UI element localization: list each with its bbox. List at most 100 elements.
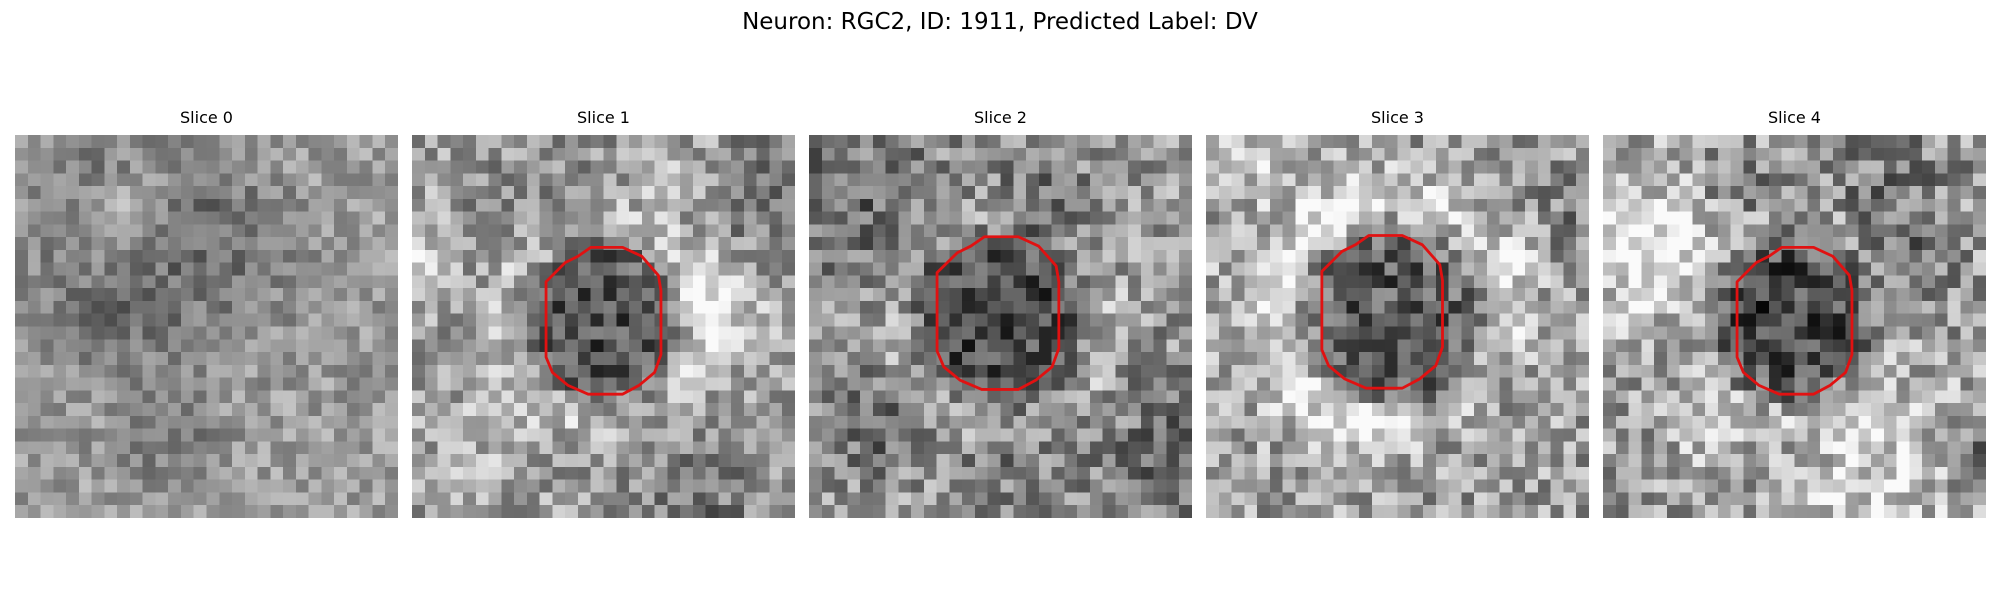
pixel <box>1397 339 1411 353</box>
pixel <box>1654 492 1668 506</box>
pixel <box>501 300 515 314</box>
pixel <box>295 390 309 404</box>
pixel <box>898 275 912 289</box>
pixel <box>809 454 823 468</box>
pixel <box>1423 339 1437 353</box>
pixel <box>1140 275 1154 289</box>
pixel <box>437 135 451 149</box>
pixel <box>424 160 438 174</box>
pixel <box>475 466 489 480</box>
pixel <box>437 186 451 200</box>
pixel <box>974 313 988 327</box>
pixel <box>577 275 591 289</box>
pixel <box>821 403 835 417</box>
pixel <box>577 237 591 251</box>
pixel <box>1537 326 1551 340</box>
pixel <box>1705 249 1719 263</box>
pixel <box>577 313 591 327</box>
pixel <box>1153 505 1167 518</box>
pixel <box>283 454 297 468</box>
pixel <box>27 249 41 263</box>
pixel <box>1153 326 1167 340</box>
pixel <box>1922 441 1936 455</box>
pixel <box>412 364 426 378</box>
pixel <box>1641 326 1655 340</box>
pixel <box>1000 135 1014 149</box>
pixel <box>475 441 489 455</box>
pixel <box>359 249 373 263</box>
pixel <box>1537 377 1551 391</box>
pixel <box>1231 428 1245 442</box>
pixel <box>654 479 668 493</box>
pixel <box>1038 339 1052 353</box>
pixel <box>692 326 706 340</box>
pixel <box>1435 492 1449 506</box>
pixel <box>898 147 912 161</box>
pixel <box>1166 492 1180 506</box>
pixel <box>359 364 373 378</box>
pixel <box>1705 390 1719 404</box>
pixel <box>346 466 360 480</box>
pixel <box>1692 441 1706 455</box>
pixel <box>488 135 502 149</box>
pixel <box>1320 326 1334 340</box>
pixel <box>193 403 207 417</box>
pixel <box>1947 275 1961 289</box>
pixel <box>1666 390 1680 404</box>
pixel <box>257 415 271 429</box>
pixel <box>1371 288 1385 302</box>
pixel <box>603 339 617 353</box>
pixel <box>603 415 617 429</box>
pixel <box>155 173 169 187</box>
pixel <box>1295 454 1309 468</box>
pixel <box>1346 313 1360 327</box>
pixel <box>949 326 963 340</box>
pixel <box>232 505 246 518</box>
pixel <box>731 339 745 353</box>
pixel <box>577 262 591 276</box>
pixel <box>437 466 451 480</box>
pixel <box>1628 262 1642 276</box>
pixel <box>1909 505 1923 518</box>
pixel <box>180 313 194 327</box>
pixel <box>1603 160 1617 174</box>
pixel <box>1013 186 1027 200</box>
pixel <box>1282 479 1296 493</box>
pixel <box>1576 505 1589 518</box>
pixel <box>129 237 143 251</box>
pixel <box>104 441 118 455</box>
pixel <box>756 173 770 187</box>
pixel <box>1218 505 1232 518</box>
pixel <box>450 441 464 455</box>
pixel <box>244 147 258 161</box>
pixel <box>129 186 143 200</box>
pixel <box>1115 339 1129 353</box>
pixel <box>705 313 719 327</box>
pixel <box>769 186 783 200</box>
pixel <box>821 224 835 238</box>
pixel <box>257 313 271 327</box>
pixel <box>629 377 643 391</box>
pixel <box>1781 364 1795 378</box>
pixel <box>1603 479 1617 493</box>
pixel <box>15 160 29 174</box>
pixel <box>1628 198 1642 212</box>
pixel <box>463 377 477 391</box>
pixel <box>898 262 912 276</box>
pixel <box>437 224 451 238</box>
pixel <box>743 403 757 417</box>
pixel <box>1064 300 1078 314</box>
pixel <box>756 300 770 314</box>
pixel <box>270 364 284 378</box>
pixel <box>117 313 131 327</box>
pixel <box>359 173 373 187</box>
pixel <box>1603 339 1617 353</box>
pixel <box>1692 147 1706 161</box>
pixel <box>1282 186 1296 200</box>
pixel <box>1628 186 1642 200</box>
pixel <box>1179 492 1192 506</box>
pixel <box>769 262 783 276</box>
pixel <box>1603 262 1617 276</box>
pixel <box>539 160 553 174</box>
pixel <box>962 492 976 506</box>
